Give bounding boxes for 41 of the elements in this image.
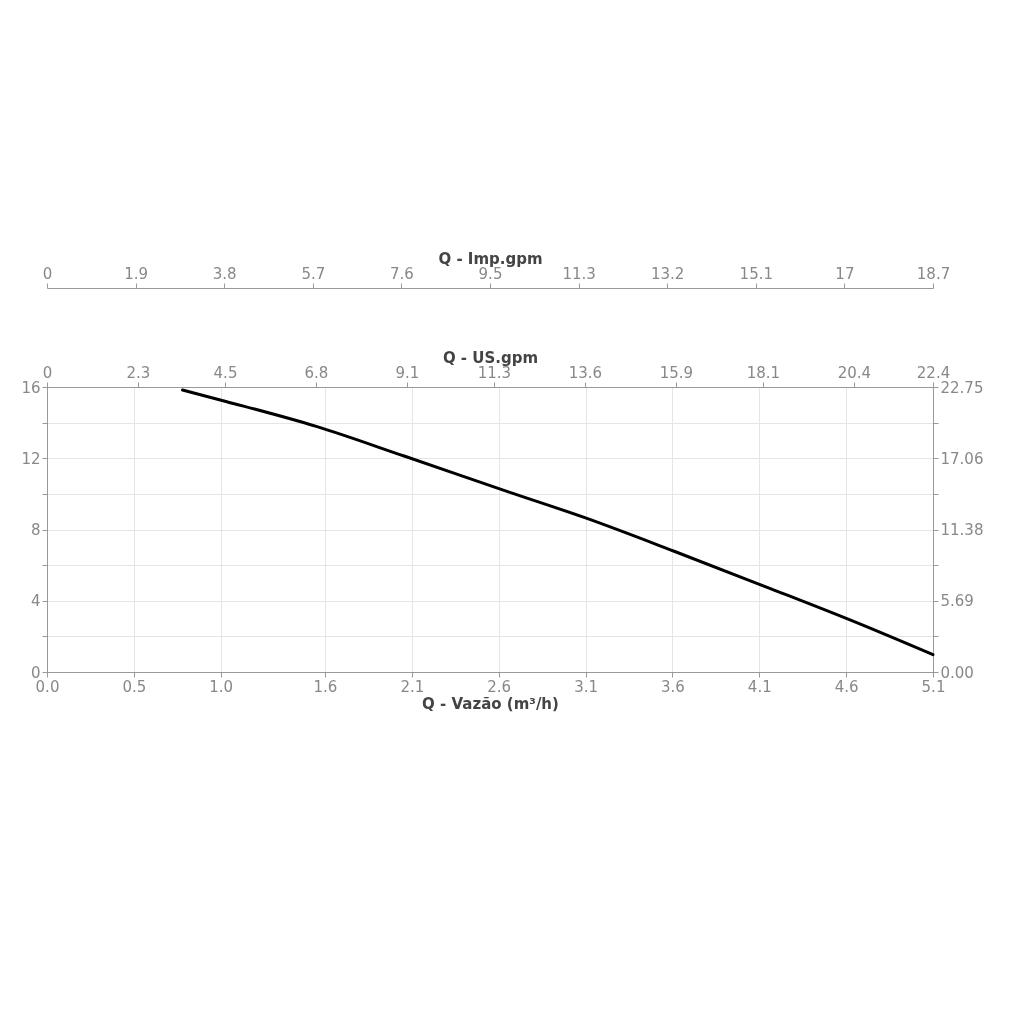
- x-tick-label: 5.1: [921, 677, 946, 696]
- x2-tick-label: 4.5: [213, 363, 238, 382]
- x2-axis-title: Q - US.gpm: [442, 348, 539, 367]
- category-label: 1.9: [124, 264, 149, 283]
- y-tick-label: 12: [21, 449, 41, 468]
- x-tick-label: 1.0: [209, 677, 234, 696]
- x2-tick-label: 15.9: [659, 363, 694, 382]
- category-label: 17: [835, 264, 855, 283]
- x-tick-label: 0.0: [35, 677, 60, 696]
- x-tick-label: 1.6: [313, 677, 338, 696]
- category-label: 3.8: [212, 264, 237, 283]
- x-tick-label: 4.1: [747, 677, 772, 696]
- x-axis-title: Q - Vazão (m³/h): [422, 694, 559, 713]
- category-label: 11.3: [562, 264, 596, 283]
- x2-tick-label: 20.4: [837, 363, 872, 382]
- y-tick-label: 8: [30, 521, 41, 539]
- x-tick-label: 3.6: [660, 677, 685, 696]
- y-tick-label: 4: [30, 592, 41, 611]
- x-tick-label: 2.6: [487, 677, 512, 696]
- x2-tick-label: 13.6: [568, 363, 603, 382]
- category-label: 18.7: [916, 264, 951, 283]
- line-series: [181, 388, 935, 657]
- x-tick-label: 0.5: [122, 677, 147, 696]
- category-label: 5.7: [301, 264, 326, 283]
- x2-tick-label: 9.1: [395, 363, 420, 382]
- y2-tick-label: 17.06: [940, 449, 984, 468]
- x2-tick-label: 18.1: [746, 363, 781, 382]
- category-label: 0: [42, 264, 53, 283]
- category-label: 7.6: [389, 264, 414, 283]
- x2-tick-label: 0: [42, 363, 53, 382]
- x-tick-label: 3.1: [574, 677, 598, 696]
- x-tick-label: 4.6: [834, 677, 859, 696]
- y-tick-label: 16: [21, 378, 41, 397]
- x-tick-label: 2.1: [400, 677, 425, 696]
- y2-tick-label: 5.69: [940, 592, 974, 611]
- x2-tick-label: 6.8: [304, 363, 329, 382]
- text: Q - Imp.gpm: [438, 249, 543, 268]
- y2-tick-label: 11.38: [940, 521, 984, 539]
- category-label: 13.2: [651, 264, 685, 283]
- x2-tick-label: 2.3: [126, 363, 151, 382]
- category-label: 15.1: [739, 264, 773, 283]
